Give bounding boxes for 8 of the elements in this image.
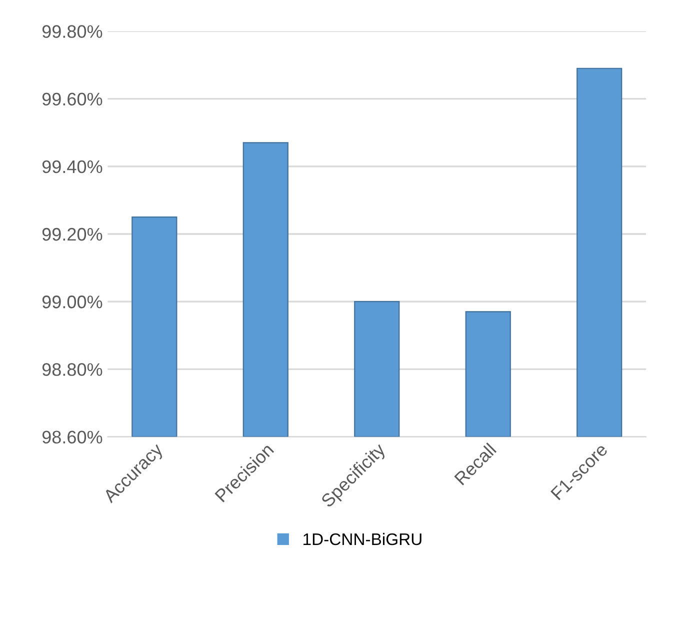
y-tick-label: 99.00% [42, 296, 102, 308]
legend-label: 1D-CNN-BiGRU [304, 532, 422, 546]
y-tick-label: 99.40% [42, 160, 102, 174]
y-tick-label: 99.20% [42, 228, 102, 241]
y-tick-label: 99.80% [42, 25, 102, 38]
y-tick-label: 99.60% [42, 92, 102, 106]
y-tick-label: 98.80% [42, 363, 102, 376]
y-tick-label: 98.60% [42, 430, 102, 444]
